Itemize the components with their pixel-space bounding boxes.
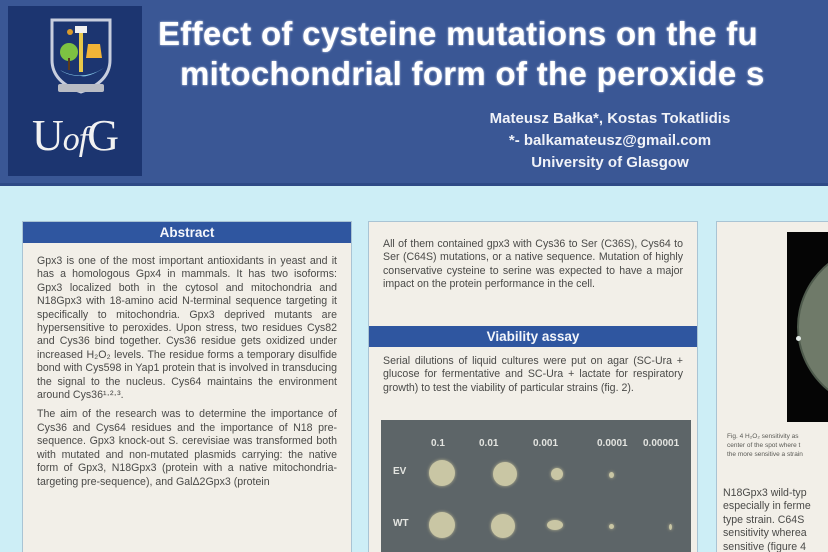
figure-caption: Fig. 4 H₂O₂ sensitivity as center of the…: [727, 433, 803, 458]
colony-spot: [669, 524, 672, 530]
sensitivity-plate-image: [787, 232, 828, 422]
viability-plate-image: 0.1 0.01 0.001 0.0001 0.00001 EV WT: [381, 420, 691, 552]
abstract-body: Gpx3 is one of the most important antiox…: [23, 243, 351, 489]
colony-spot: [491, 514, 515, 538]
results-text: N18Gpx3 wild-typ especially in ferme typ…: [723, 487, 811, 552]
uofg-wordmark: UofG: [31, 111, 119, 160]
poster-header: UofG Effect of cysteine mutations on the…: [0, 0, 828, 186]
dilution-label: 0.001: [533, 438, 559, 449]
authors: Mateusz Bałka*, Kostas Tokatlidis: [489, 110, 731, 127]
university-logo: UofG: [8, 6, 142, 176]
colony-spot: [429, 512, 455, 538]
row-label: WT: [393, 518, 409, 529]
colony-spot: [551, 468, 563, 480]
title-line-1: Effect of cysteine mutations on the fu: [158, 15, 758, 52]
row-label: EV: [393, 466, 407, 477]
dilution-label: 0.01: [479, 438, 499, 449]
abstract-paragraph-2: The aim of the research was to determine…: [37, 408, 337, 488]
agar-disc: [797, 242, 828, 412]
dilution-label: 0.0001: [597, 438, 628, 449]
title-line-2: mitochondrial form of the peroxide s: [180, 55, 765, 92]
crest-icon: [50, 18, 112, 94]
colony-spot: [429, 460, 455, 486]
center-marker: [796, 336, 801, 341]
email: *- balkamateusz@gmail.com: [508, 132, 712, 149]
dilution-label: 0.1: [431, 438, 445, 449]
abstract-paragraph-1: Gpx3 is one of the most important antiox…: [37, 255, 337, 402]
colony-spot: [609, 472, 614, 478]
results-panel: Fig. 4 H₂O₂ sensitivity as center of the…: [716, 221, 828, 552]
poster-title: Effect of cysteine mutations on the fu m…: [158, 14, 765, 94]
mutations-text: All of them contained gpx3 with Cys36 to…: [383, 238, 683, 291]
colony-spot: [609, 524, 614, 529]
colony-spot: [547, 520, 563, 530]
viability-text: Serial dilutions of liquid cultures were…: [383, 355, 683, 394]
methods-panel: All of them contained gpx3 with Cys36 to…: [368, 221, 698, 552]
colony-spot: [493, 462, 517, 486]
author-block: Mateusz Bałka*, Kostas Tokatlidis *- bal…: [400, 108, 820, 174]
dilution-label: 0.00001: [643, 438, 680, 449]
viability-heading: Viability assay: [369, 326, 697, 347]
affiliation: University of Glasgow: [531, 154, 689, 171]
abstract-panel: Abstract Gpx3 is one of the most importa…: [22, 221, 352, 552]
abstract-heading: Abstract: [23, 222, 351, 243]
